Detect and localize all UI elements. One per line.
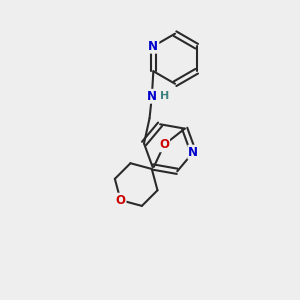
Text: O: O — [159, 138, 169, 151]
Text: H: H — [160, 91, 169, 101]
Text: N: N — [148, 40, 158, 53]
Text: O: O — [116, 194, 126, 207]
Text: N: N — [147, 90, 157, 103]
Text: N: N — [188, 146, 198, 159]
